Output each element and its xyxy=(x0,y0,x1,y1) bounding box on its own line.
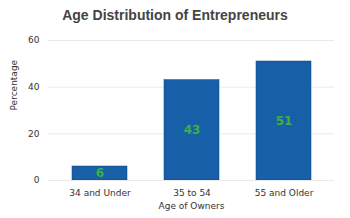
svg-text:55 and Older: 55 and Older xyxy=(255,188,314,198)
svg-text:60: 60 xyxy=(28,35,40,45)
svg-text:51: 51 xyxy=(276,114,293,128)
svg-text:Age of Owners: Age of Owners xyxy=(159,201,225,211)
svg-text:Percentage: Percentage xyxy=(9,59,19,110)
html-text:Age Distribution of Entreprene: Age Distribution of Entrepreneurs xyxy=(62,7,288,23)
svg-text:20: 20 xyxy=(28,129,40,139)
svg-text:43: 43 xyxy=(184,123,201,137)
svg-text:35 to 54: 35 to 54 xyxy=(173,188,211,198)
svg-text:6: 6 xyxy=(96,166,104,180)
svg-text:34 and Under: 34 and Under xyxy=(69,188,131,198)
svg-text:40: 40 xyxy=(28,82,40,92)
svg-text:0: 0 xyxy=(34,175,40,185)
